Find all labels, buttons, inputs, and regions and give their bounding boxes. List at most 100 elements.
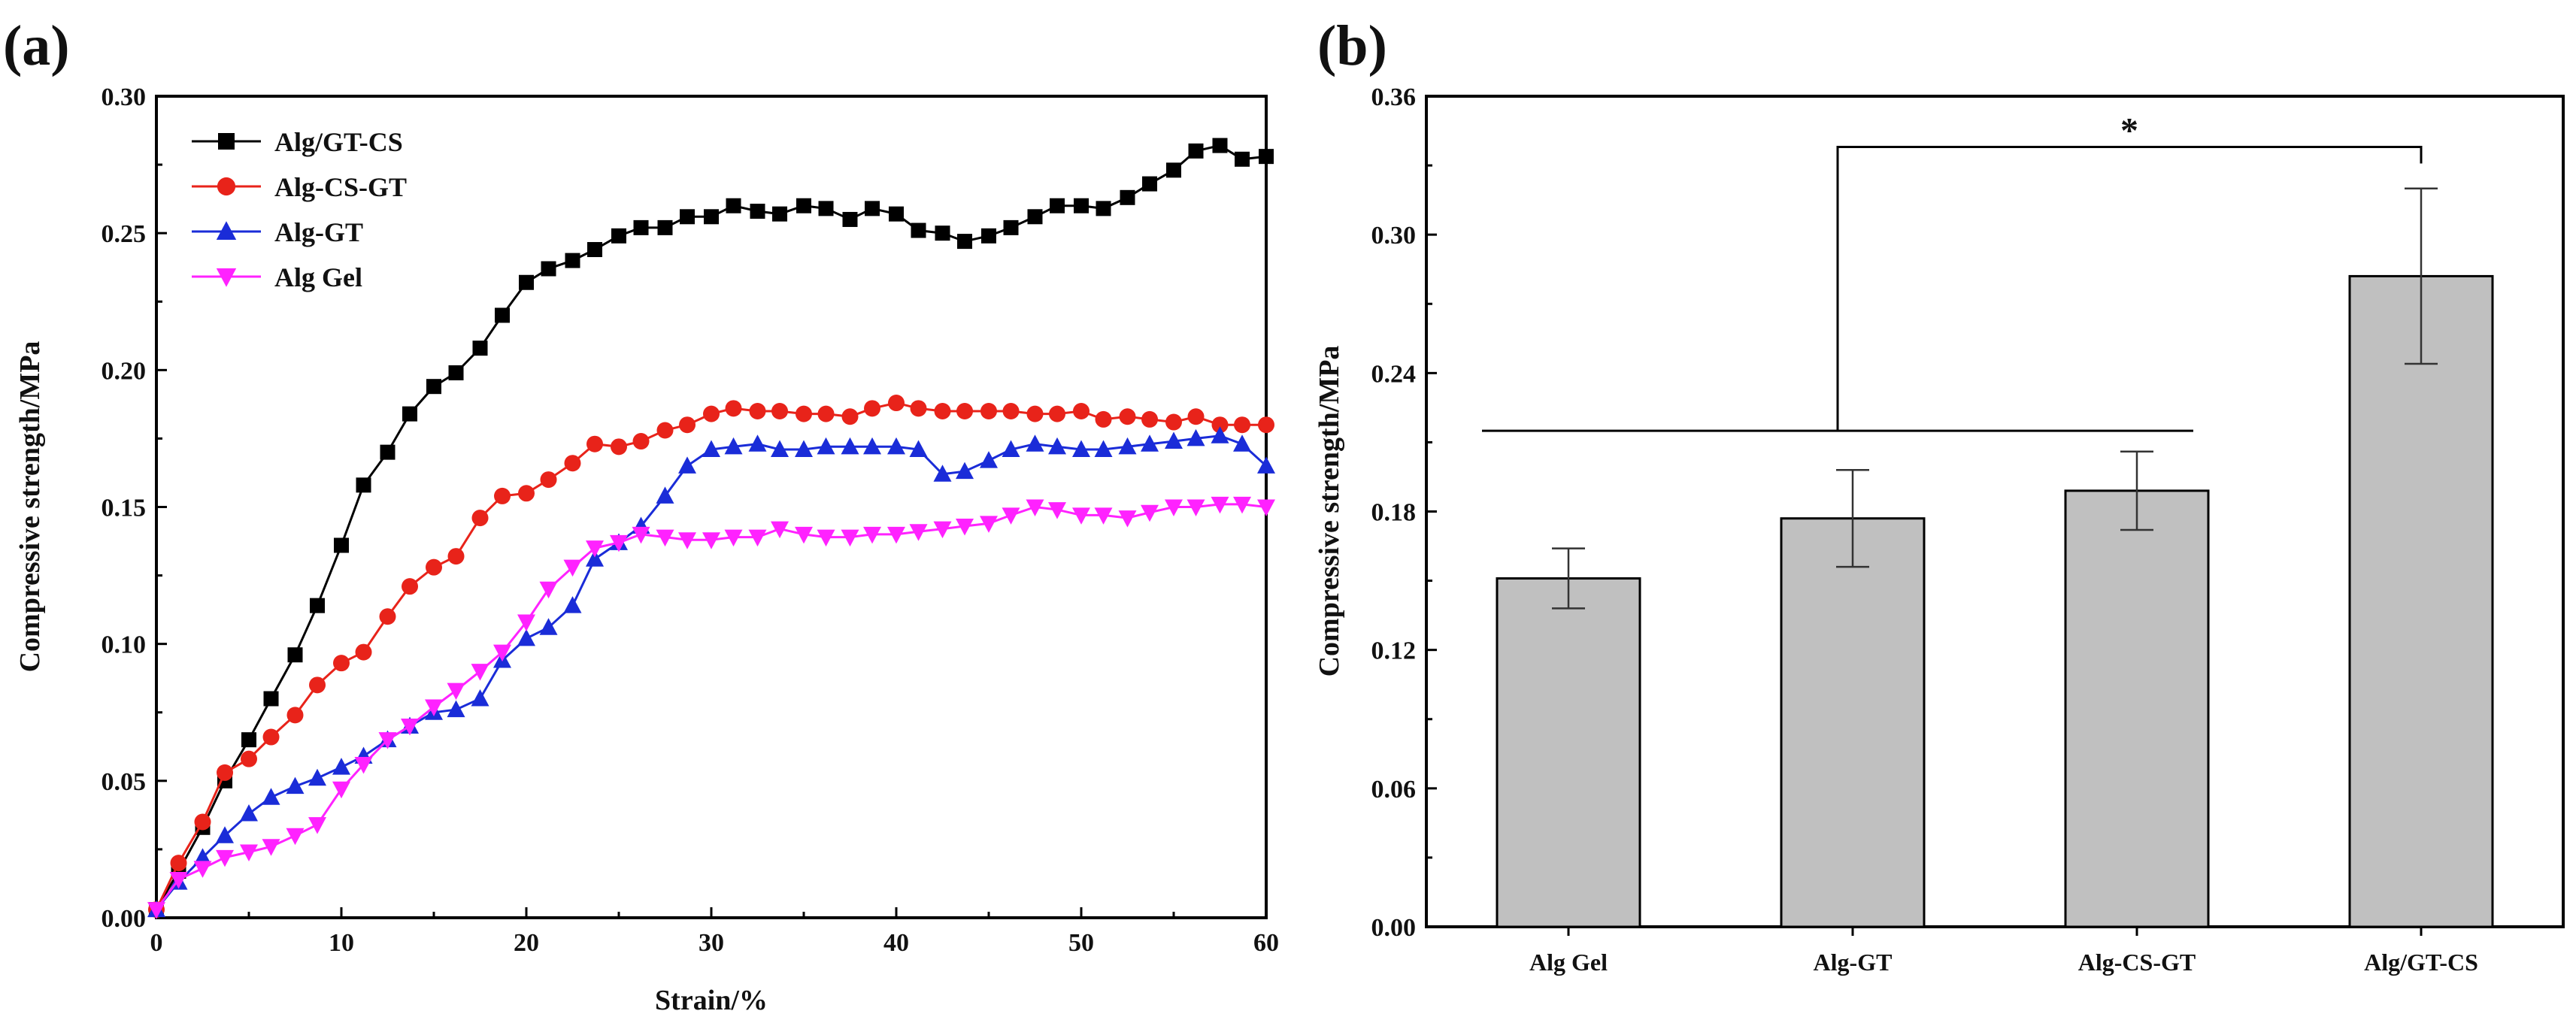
y-tick-label: 0.05: [102, 768, 147, 796]
data-point: [1141, 504, 1159, 522]
data-point: [934, 402, 951, 419]
data-point: [586, 540, 605, 558]
data-point: [748, 529, 767, 547]
data-point: [1211, 426, 1229, 443]
data-point: [1258, 416, 1274, 434]
data-point: [771, 440, 789, 457]
data-point: [1120, 189, 1135, 205]
panel-b-significance: *: [1482, 111, 2423, 432]
data-point: [725, 400, 742, 417]
data-point: [262, 839, 280, 856]
y-tick-label: 0.18: [1371, 499, 1417, 527]
data-point: [750, 204, 765, 219]
data-point: [771, 402, 789, 419]
data-point: [401, 718, 420, 736]
data-point: [771, 521, 789, 539]
data-point: [334, 537, 349, 553]
data-point: [841, 437, 859, 455]
data-point: [1118, 437, 1137, 455]
data-point: [679, 416, 696, 434]
data-point: [540, 471, 557, 489]
data-point: [957, 234, 973, 250]
panel-a-y-axis-title: Compressive strength/MPa: [14, 341, 46, 673]
bar: [1496, 577, 1641, 928]
category-label: Alg-CS-GT: [2078, 949, 2196, 976]
data-point: [1026, 434, 1044, 452]
panel-a-x-ticks: 0 10 20 30 40 50 60: [150, 907, 1279, 957]
data-point: [1094, 507, 1113, 525]
data-point: [471, 689, 489, 707]
y-tick-label: 0.36: [1371, 83, 1417, 111]
data-point: [1166, 162, 1181, 178]
category-label: Alg-GT: [1814, 949, 1893, 976]
data-point: [286, 707, 304, 724]
y-tick-label: 0.10: [102, 631, 147, 659]
data-point: [541, 261, 556, 277]
series-line-alg-gt: [155, 434, 1268, 911]
data-point: [748, 434, 767, 452]
data-point: [1235, 151, 1250, 167]
data-point: [587, 242, 603, 258]
data-point: [1211, 496, 1229, 514]
data-point: [680, 209, 696, 225]
legend-marker: [216, 268, 237, 287]
data-point: [980, 516, 998, 533]
data-point: [216, 849, 235, 867]
data-point: [841, 408, 859, 425]
bar-group-alg-gt-cs: Alg/GT-CS: [2348, 187, 2494, 976]
data-point: [980, 451, 998, 468]
legend-entry-alg-gt: Alg-GT: [192, 217, 363, 247]
data-point: [563, 596, 582, 613]
category-label: Alg Gel: [1529, 949, 1608, 976]
data-point: [194, 813, 211, 831]
data-point: [909, 440, 928, 457]
bar: [1780, 517, 1926, 928]
bar-group-alg-gel: Alg Gel: [1496, 547, 1641, 976]
data-point: [724, 529, 743, 547]
data-point: [1002, 440, 1020, 457]
data-point: [888, 395, 905, 412]
legend-label: Alg/GT-CS: [274, 127, 403, 157]
data-point: [1257, 456, 1275, 474]
series-alg-gt-cs: [149, 138, 1274, 918]
data-point: [933, 465, 952, 482]
data-point: [471, 664, 489, 681]
data-point: [539, 618, 558, 635]
series-line-alg-gel: [155, 503, 1267, 910]
data-point: [1073, 402, 1089, 419]
data-point: [632, 433, 650, 450]
panel-b-label: (b): [1317, 14, 1387, 77]
data-point: [1096, 201, 1111, 216]
y-tick-label: 0.24: [1371, 360, 1417, 388]
data-point: [703, 405, 720, 422]
data-point: [448, 365, 464, 380]
data-point: [333, 655, 350, 672]
legend-label: Alg-GT: [274, 217, 363, 247]
data-point: [1165, 499, 1183, 516]
data-point: [956, 462, 974, 480]
data-point: [147, 902, 165, 919]
data-point: [1186, 499, 1205, 516]
data-point: [1118, 510, 1137, 528]
category-label: Alg/GT-CS: [2364, 949, 2478, 976]
data-point: [1003, 219, 1019, 235]
data-point: [1049, 405, 1066, 422]
data-point: [678, 456, 697, 474]
panel-b-y-ticks: 0.00 0.06 0.12 0.18 0.24 0.30 0.36: [1371, 83, 1437, 942]
data-point: [262, 728, 280, 746]
data-point: [1027, 209, 1043, 225]
data-point: [193, 861, 212, 878]
data-point: [911, 222, 926, 238]
data-point: [887, 526, 905, 544]
data-point: [517, 614, 535, 632]
data-point: [817, 405, 835, 422]
data-point: [842, 211, 858, 227]
data-point: [657, 219, 673, 235]
data-point: [193, 848, 212, 865]
x-tick-label: 0: [150, 929, 163, 957]
bar: [2348, 274, 2494, 928]
data-point: [586, 435, 604, 452]
panel-a-x-axis-title: Strain/%: [655, 985, 768, 1016]
data-point: [378, 732, 397, 749]
data-point: [726, 198, 741, 213]
